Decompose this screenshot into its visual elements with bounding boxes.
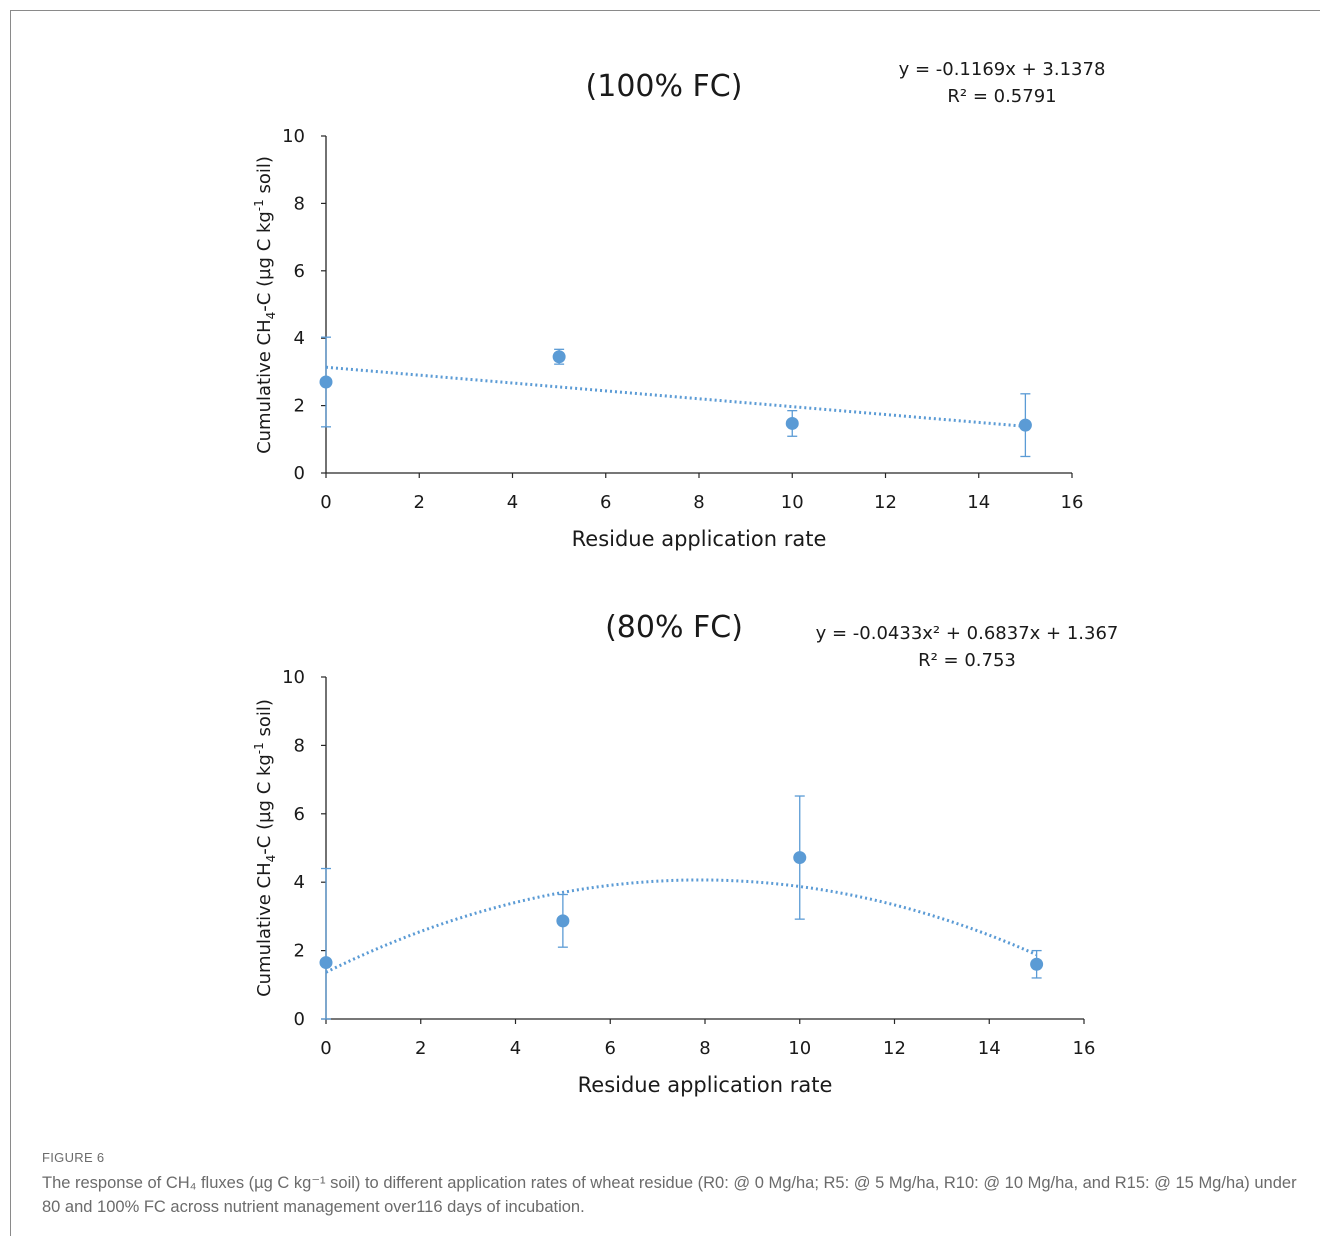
y-tick-label: 0 xyxy=(294,463,305,484)
chart-panel-100fc: (100% FC) y = -0.1169x + 3.1378 R² = 0.5… xyxy=(252,59,1105,551)
y-tick-label: 2 xyxy=(294,941,305,962)
y-tick-label: 6 xyxy=(294,804,305,825)
x-tick-label: 4 xyxy=(507,492,518,513)
x-tick-label: 6 xyxy=(605,1038,616,1059)
figure-caption: FIGURE 6 The response of CH₄ fluxes (µg … xyxy=(42,1150,1312,1219)
x-tick-label: 2 xyxy=(414,492,425,513)
data-point xyxy=(319,375,333,389)
x-tick-label: 12 xyxy=(883,1038,906,1059)
x-tick-label: 16 xyxy=(1061,492,1084,513)
data-point xyxy=(1018,418,1032,432)
data-point xyxy=(1030,957,1044,971)
x-tick-label: 10 xyxy=(788,1038,811,1059)
y-tick-label: 4 xyxy=(294,872,305,893)
x-tick-label: 6 xyxy=(600,492,611,513)
figure-label: FIGURE 6 xyxy=(42,1150,105,1165)
data-point xyxy=(556,914,570,928)
trendline xyxy=(325,365,1026,428)
chart-title: (100% FC) xyxy=(586,69,743,104)
y-axis-label: Cumulative CH4-C (µg C kg-1 soil) xyxy=(252,156,278,454)
y-tick-label: 8 xyxy=(294,193,305,214)
data-point xyxy=(785,416,799,430)
y-tick-label: 10 xyxy=(282,667,305,688)
y-tick-label: 6 xyxy=(294,261,305,282)
x-tick-label: 14 xyxy=(967,492,990,513)
trendline-equation: y = -0.1169x + 3.1378 xyxy=(899,59,1106,80)
y-tick-label: 8 xyxy=(294,735,305,756)
y-tick-label: 0 xyxy=(294,1009,305,1030)
figure-canvas: (100% FC) y = -0.1169x + 3.1378 R² = 0.5… xyxy=(252,59,1118,1097)
y-tick-label: 10 xyxy=(282,126,305,147)
x-tick-label: 0 xyxy=(320,1038,331,1059)
x-tick-label: 16 xyxy=(1073,1038,1096,1059)
y-tick-label: 4 xyxy=(294,328,305,349)
x-tick-label: 8 xyxy=(699,1038,710,1059)
x-axis-label: Residue application rate xyxy=(572,527,827,551)
x-tick-label: 10 xyxy=(781,492,804,513)
y-tick-label: 2 xyxy=(294,396,305,417)
x-tick-label: 4 xyxy=(510,1038,521,1059)
data-point xyxy=(793,851,807,865)
x-axis-label: Residue application rate xyxy=(578,1073,833,1097)
chart-panel-80fc: (80% FC) y = -0.0433x² + 0.6837x + 1.367… xyxy=(252,610,1118,1097)
data-point xyxy=(552,350,566,364)
x-tick-label: 8 xyxy=(693,492,704,513)
x-tick-label: 14 xyxy=(978,1038,1001,1059)
x-tick-label: 0 xyxy=(320,492,331,513)
trendline-r2: R² = 0.5791 xyxy=(947,86,1056,107)
trendline-equation: y = -0.0433x² + 0.6837x + 1.367 xyxy=(816,623,1119,644)
y-axis-label: Cumulative CH4-C (µg C kg-1 soil) xyxy=(252,699,278,997)
trendline xyxy=(325,878,1038,974)
trendline-r2: R² = 0.753 xyxy=(918,650,1016,671)
x-tick-label: 12 xyxy=(874,492,897,513)
caption-text: The response of CH₄ fluxes (µg C kg⁻¹ so… xyxy=(42,1174,1297,1216)
x-tick-label: 2 xyxy=(415,1038,426,1059)
data-point xyxy=(319,956,333,970)
figure-frame xyxy=(10,10,1320,1236)
chart-title: (80% FC) xyxy=(605,610,743,645)
